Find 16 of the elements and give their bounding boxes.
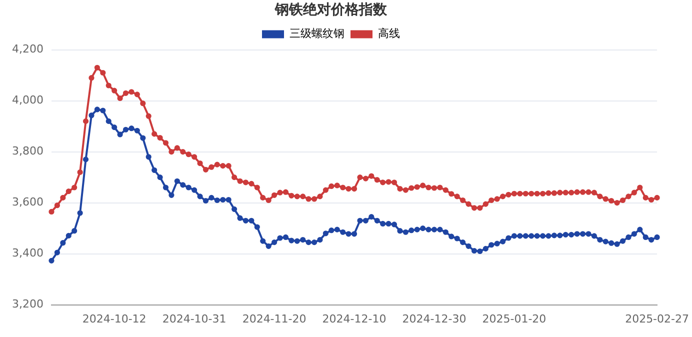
x-tick-label: 2025-02-27 [625,312,690,326]
y-tick-label: 3,600 [12,196,44,209]
y-tick-label: 3,800 [12,144,44,158]
x-tick-label: 2025-01-20 [482,312,546,326]
x-tick-label: 2024-12-10 [322,312,386,326]
legend-label: 高线 [378,27,400,40]
y-tick-label: 3,200 [12,298,44,311]
x-tick-label: 2024-10-12 [82,312,146,326]
y-tick-label: 3,400 [12,246,44,260]
x-tick-label: 2024-12-30 [402,312,466,326]
x-tick-label: 2024-10-31 [162,312,226,326]
y-tick-label: 4,000 [12,94,44,107]
y-tick-label: 4,200 [12,42,44,56]
legend-label: 三级螺纹钢 [290,27,344,40]
x-tick-label: 2024-11-20 [242,312,306,326]
chart-title: 钢铁绝对价格指数 [274,2,388,18]
